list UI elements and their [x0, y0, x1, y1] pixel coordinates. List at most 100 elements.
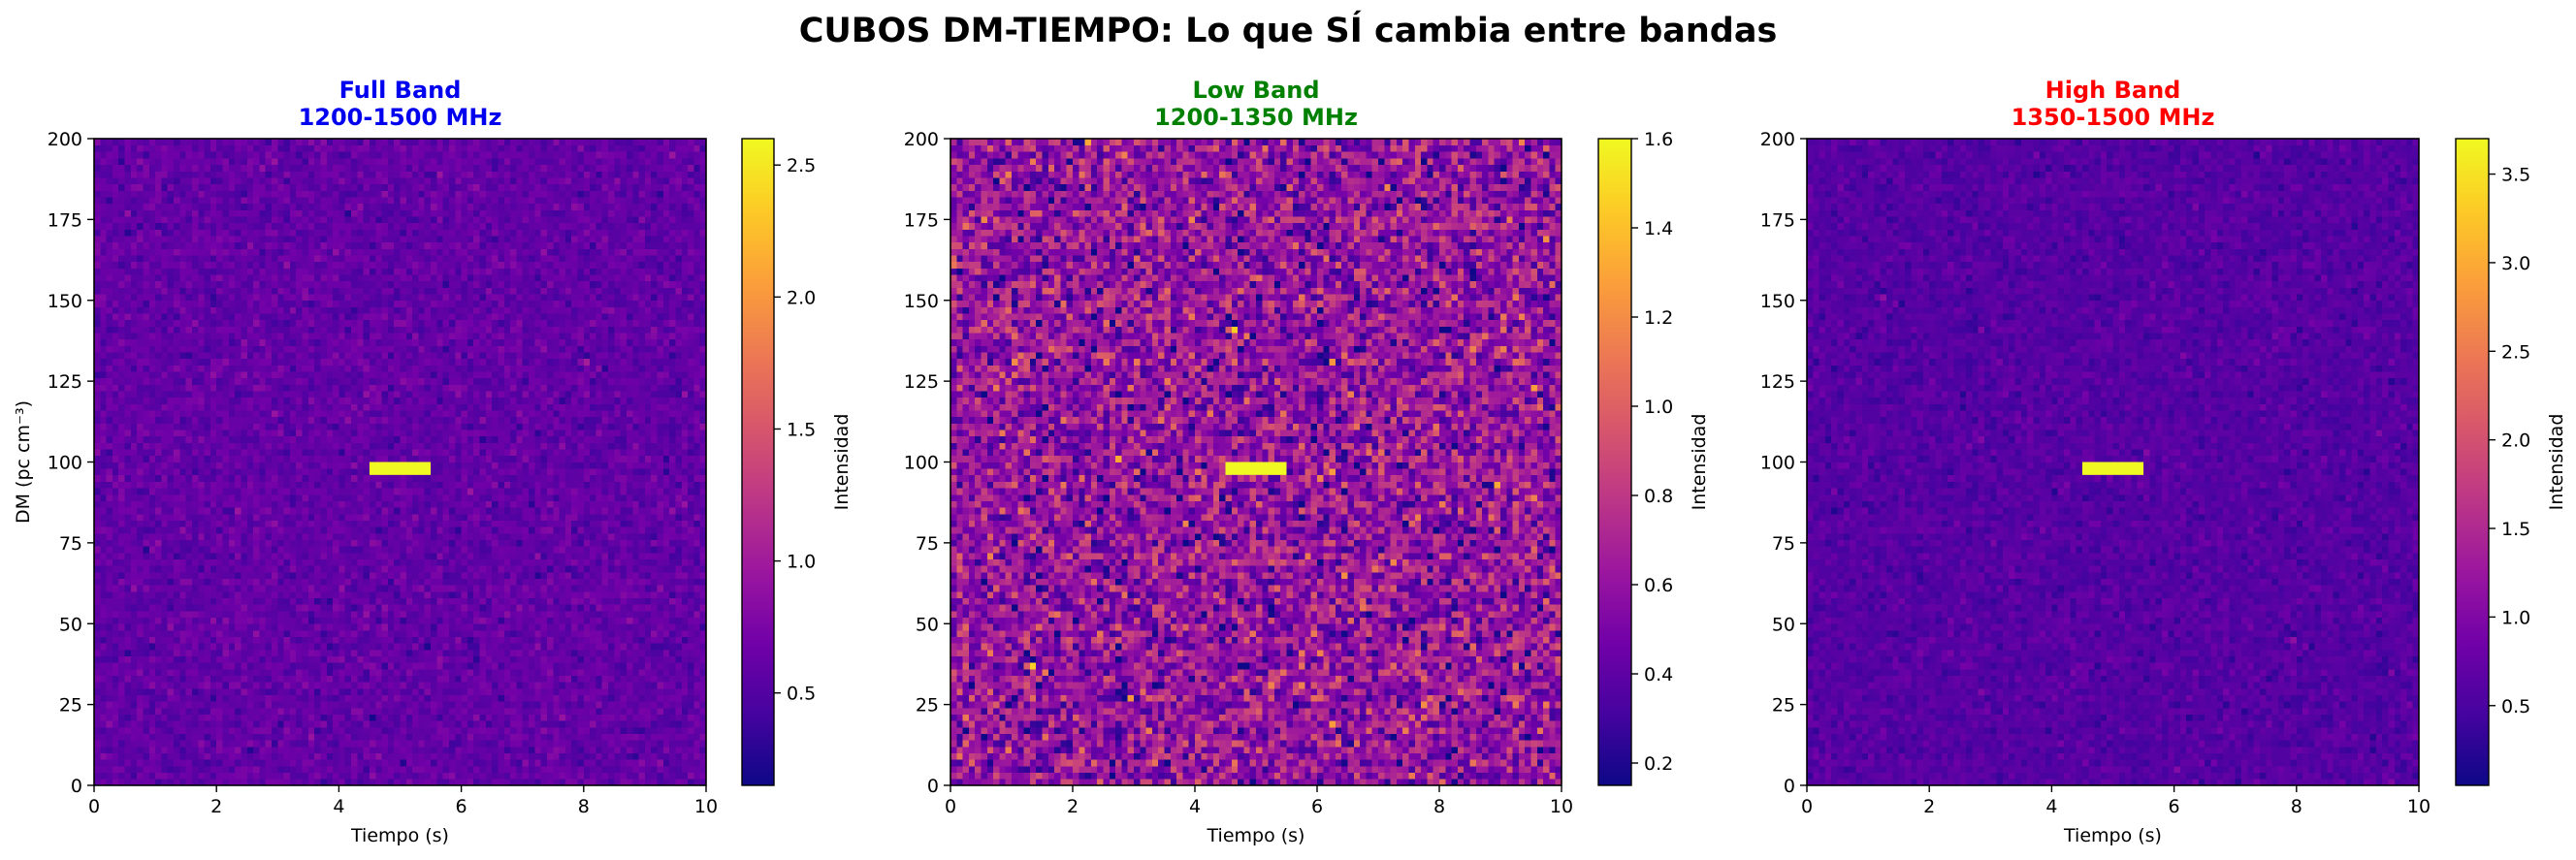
heatmap-cell [357, 636, 365, 644]
heatmap-cell [246, 462, 254, 469]
heatmap-cell [418, 558, 426, 566]
heatmap-cell [590, 513, 596, 521]
heatmap-cell [369, 714, 376, 721]
heatmap-cell [590, 520, 596, 527]
heatmap-cell [657, 682, 664, 689]
heatmap-cell [106, 507, 113, 515]
heatmap-cell [546, 539, 554, 547]
heatmap-cell [485, 558, 493, 566]
heatmap-cell [326, 623, 334, 631]
heatmap-cell [333, 682, 339, 689]
heatmap-cell [381, 694, 389, 702]
heatmap-cell [681, 726, 689, 735]
heatmap-cell [106, 500, 113, 508]
heatmap-cell [235, 682, 242, 689]
heatmap-cell [235, 520, 242, 527]
heatmap-cell [222, 462, 230, 469]
heatmap-cell [277, 604, 285, 612]
heatmap-cell [363, 636, 370, 644]
heatmap-cell [559, 682, 566, 689]
heatmap-cell [241, 513, 248, 521]
heatmap-cell [657, 662, 664, 670]
heatmap-cell [657, 752, 664, 760]
heatmap-cell [357, 468, 365, 476]
heatmap-cell [338, 474, 346, 482]
heatmap-cell [638, 488, 646, 495]
heatmap-cell [198, 752, 205, 760]
heatmap-cell [436, 623, 444, 631]
heatmap-cell [179, 714, 187, 721]
heatmap-cell [669, 604, 676, 612]
heatmap-cell [638, 649, 646, 656]
heatmap-cell [571, 610, 578, 618]
heatmap-cell [369, 694, 376, 702]
heatmap-cell [498, 546, 505, 554]
heatmap-cell [455, 682, 462, 689]
heatmap-cell [590, 636, 596, 644]
heatmap-cell [333, 643, 339, 651]
heatmap-cell [216, 617, 223, 624]
heatmap-cell [302, 655, 309, 663]
heatmap-cell [241, 481, 248, 489]
heatmap-cell [485, 565, 493, 573]
heatmap-cell [246, 597, 254, 605]
heatmap-cell [320, 707, 328, 716]
heatmap-cell [534, 494, 542, 501]
heatmap-cell [167, 740, 175, 748]
heatmap-cell [583, 526, 591, 534]
heatmap-cell [529, 500, 535, 508]
heatmap-cell [448, 481, 456, 489]
heatmap-cell [191, 623, 199, 631]
heatmap-cell [492, 779, 499, 786]
heatmap-cell [167, 649, 175, 656]
heatmap-cell [467, 552, 474, 559]
heatmap-cell [693, 552, 701, 559]
heatmap-cell [424, 733, 432, 741]
heatmap-cell [534, 462, 542, 469]
heatmap-cell [553, 468, 560, 476]
heatmap-cell [540, 643, 548, 651]
heatmap-cell [534, 617, 542, 624]
heatmap-cell [455, 746, 462, 754]
heatmap-cell [137, 520, 144, 527]
heatmap-cell [669, 733, 676, 741]
heatmap-cell [351, 597, 358, 605]
heatmap-cell [124, 714, 132, 721]
heatmap-cell [669, 468, 676, 476]
heatmap-cell [608, 740, 615, 748]
heatmap-cell [246, 585, 254, 592]
heatmap-cell [467, 720, 474, 728]
heatmap-cell [357, 662, 365, 670]
heatmap-cell [590, 733, 596, 741]
heatmap-cell [253, 532, 260, 540]
heatmap-cell [185, 578, 193, 586]
heatmap-cell [681, 558, 689, 566]
heatmap-cell [540, 571, 548, 579]
heatmap-cell [644, 604, 652, 612]
heatmap-cell [185, 500, 193, 508]
heatmap-cell [405, 629, 413, 637]
heatmap-cell [583, 610, 591, 618]
heatmap-cell [503, 649, 511, 656]
heatmap-cell [143, 720, 150, 728]
heatmap-cell [241, 520, 248, 527]
heatmap-cell [662, 546, 670, 554]
heatmap-cell [400, 655, 407, 663]
heatmap-cell [620, 565, 628, 573]
heatmap-cell [204, 720, 211, 728]
heatmap-cell [106, 565, 113, 573]
heatmap-cell [644, 746, 652, 754]
heatmap-cell [228, 746, 236, 754]
heatmap-cell [577, 571, 585, 579]
heatmap-cell [155, 539, 162, 547]
heatmap-cell [431, 682, 437, 689]
heatmap-cell [540, 474, 548, 482]
heatmap-cell [688, 468, 694, 476]
heatmap-cell [522, 682, 530, 689]
heatmap-cell [191, 513, 199, 521]
heatmap-cell [540, 649, 548, 656]
heatmap-cell [583, 629, 591, 637]
heatmap-cell [632, 578, 639, 586]
heatmap-cell [553, 772, 560, 780]
heatmap-cell [442, 675, 450, 683]
